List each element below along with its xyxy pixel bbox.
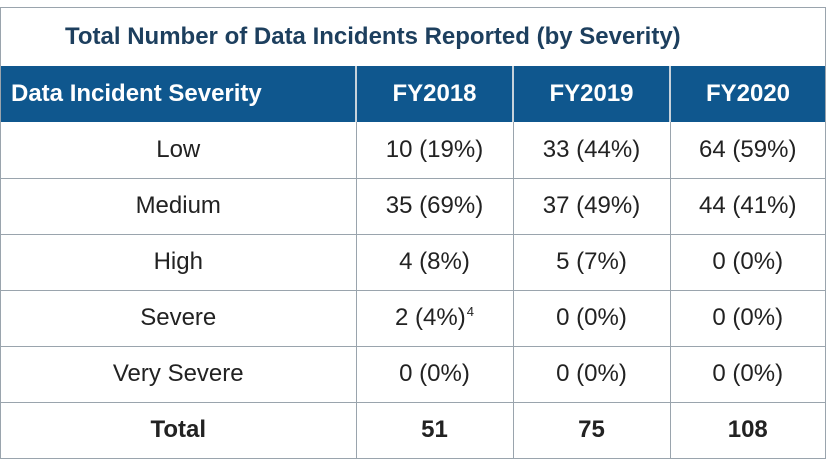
- table-cell: 2 (4%)4: [356, 290, 514, 347]
- cell-value: 0 (0%): [556, 304, 627, 331]
- table-cell: 0 (0%): [670, 234, 825, 291]
- row-label: Very Severe: [1, 346, 357, 403]
- column-header-fy2020: FY2020: [705, 80, 791, 107]
- table-body: Low 10 (19%) 33 (44%) 64 (59%) Medium 35 (69%…: [1, 122, 825, 458]
- total-row: Total 51 75 108: [1, 402, 825, 458]
- table-cell: 64 (59%): [670, 122, 825, 179]
- table-title: Total Number of Data Incidents Reported …: [65, 23, 681, 50]
- total-value: 108: [727, 416, 768, 444]
- table-cell: 0 (0%): [670, 290, 825, 347]
- column-header-fy2019: FY2019: [513, 66, 671, 122]
- column-header-severity: Data Incident Severity: [1, 66, 357, 122]
- table-cell: 44 (41%): [670, 178, 825, 235]
- row-label: Medium: [1, 178, 357, 235]
- table-row: High 4 (8%) 5 (7%) 0 (0%): [1, 234, 825, 291]
- footnote-marker: 4: [466, 304, 474, 319]
- column-header-fy2018: FY2018: [356, 66, 514, 122]
- cell-value: 0 (0%): [712, 248, 784, 275]
- table-cell: 10 (19%): [356, 122, 514, 179]
- incident-table-panel: Total Number of Data Incidents Reported …: [0, 7, 826, 459]
- cell-value: 44 (41%): [699, 192, 797, 219]
- table-row: Low 10 (19%) 33 (44%) 64 (59%): [1, 122, 825, 179]
- cell-value: 5 (7%): [556, 248, 627, 275]
- incident-severity-table: Data Incident Severity FY2018 FY2019 FY2…: [1, 66, 825, 458]
- table-cell: 35 (69%): [356, 178, 514, 235]
- table-cell: 4 (8%): [356, 234, 514, 291]
- table-row: Very Severe 0 (0%) 0 (0%) 0 (0%): [1, 346, 825, 403]
- header-row: Data Incident Severity FY2018 FY2019 FY2…: [1, 66, 825, 122]
- cell-value: 0 (0%): [712, 304, 784, 331]
- cell-value: 0 (0%): [556, 360, 627, 387]
- total-label: Total: [1, 402, 357, 458]
- table-cell: 0 (0%): [670, 346, 825, 403]
- total-value: 51: [356, 402, 514, 458]
- table-row: Severe 2 (4%)4 0 (0%) 0 (0%): [1, 290, 825, 347]
- row-label: High: [1, 234, 357, 291]
- table-cell: 0 (0%): [356, 346, 514, 403]
- cell-value: 4 (8%): [399, 248, 470, 275]
- cell-value: 0 (0%): [399, 360, 470, 387]
- table-cell: 37 (49%): [513, 178, 671, 235]
- row-label: Severe: [1, 290, 357, 347]
- cell-value: 10 (19%): [385, 135, 484, 163]
- cell-value: 33 (44%): [542, 135, 641, 163]
- table-cell: 0 (0%): [513, 346, 671, 403]
- table-cell: 5 (7%): [513, 234, 671, 291]
- table-cell: 0 (0%): [513, 290, 671, 347]
- total-value: 75: [513, 402, 671, 458]
- table-cell: 33 (44%): [513, 122, 671, 179]
- table-row: Medium 35 (69%) 37 (49%) 44 (41%): [1, 178, 825, 235]
- cell-value: 64 (59%): [699, 135, 797, 163]
- row-label: Low: [1, 122, 357, 179]
- cell-value: 0 (0%): [712, 360, 784, 387]
- cell-value: 2 (4%): [395, 304, 466, 331]
- cell-value: 35 (69%): [385, 192, 484, 219]
- cell-value: 37 (49%): [542, 192, 641, 219]
